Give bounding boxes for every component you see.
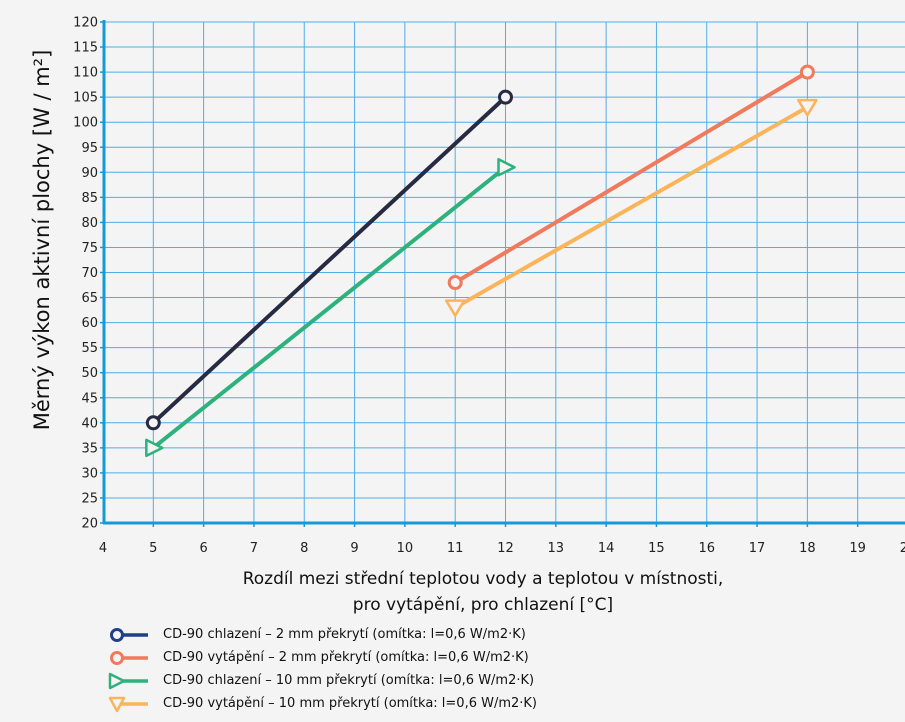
y-tick-label: 70 (81, 266, 98, 281)
x-tick-label: 8 (300, 541, 308, 556)
x-tick-label: 9 (350, 541, 358, 556)
series-line-1 (151, 95, 508, 425)
y-tick-label: 20 (81, 517, 98, 532)
y-tick-label: 105 (73, 91, 98, 106)
y-tick-label: 115 (73, 41, 98, 56)
legend-marker-triangle-icon (108, 696, 148, 712)
y-tick-label: 30 (81, 466, 98, 481)
y-tick-label: 65 (81, 291, 98, 306)
x-tick-label: 19 (849, 541, 866, 556)
x-tick-label: 7 (250, 541, 258, 556)
y-tick-label: 120 (73, 16, 98, 31)
x-tick-label: 15 (648, 541, 665, 556)
legend-label: CD-90 vytápění – 2 mm překrytí (omítka: … (163, 650, 529, 665)
y-tick-label: 25 (81, 491, 98, 506)
y-tick-label: 55 (81, 341, 98, 356)
y-tick-label: 45 (81, 391, 98, 406)
x-tick-label: 5 (149, 541, 157, 556)
legend-label: CD-90 chlazení – 10 mm překrytí (omítka:… (163, 673, 535, 688)
data-point-marker (145, 438, 164, 458)
x-tick-label: 6 (199, 541, 207, 556)
y-tick-label: 90 (81, 166, 98, 181)
legend-item: CD-90 vytápění – 2 mm překrytí (omítka: … (108, 646, 537, 669)
series-line-4 (453, 105, 810, 310)
data-point-marker (444, 299, 466, 317)
y-tick-label: 100 (73, 116, 98, 131)
y-axis-label: Měrný výkon aktivní plochy [W / m²] (30, 49, 54, 431)
y-tick-label: 110 (73, 66, 98, 81)
series-line-3 (151, 165, 508, 450)
x-axis-label-line-2: pro vytápění, pro chlazení [°C] (352, 595, 614, 615)
x-tick-label: 16 (698, 541, 715, 556)
x-tick-label: 12 (497, 541, 514, 556)
series-line-2 (453, 70, 810, 285)
y-tick-label: 35 (81, 441, 98, 456)
legend-label: CD-90 chlazení – 2 mm překrytí (omítka: … (163, 627, 526, 642)
legend-item: CD-90 chlazení – 2 mm překrytí (omítka: … (108, 623, 537, 646)
data-point-marker (497, 158, 516, 177)
x-tick-label: 4 (99, 541, 107, 556)
x-tick-label: 10 (397, 541, 414, 556)
legend-marker-triangle-icon (108, 672, 148, 689)
y-tick-label: 95 (81, 141, 98, 156)
y-tick-label: 60 (81, 316, 98, 331)
y-tick-label: 75 (81, 241, 98, 256)
y-tick-label: 80 (81, 216, 98, 231)
x-tick-label: 20 (900, 541, 905, 556)
legend: CD-90 chlazení – 2 mm překrytí (omítka: … (108, 623, 537, 715)
x-tick-label: 17 (749, 541, 766, 556)
y-tick-label: 40 (81, 416, 98, 431)
data-point-marker (447, 275, 463, 291)
y-tick-label: 85 (81, 191, 98, 206)
data-point-marker (799, 64, 815, 80)
x-tick-label: 14 (598, 541, 615, 556)
data-point-marker (797, 98, 818, 117)
x-tick-label: 13 (548, 541, 565, 556)
legend-marker-circle-icon (110, 627, 148, 642)
x-tick-label: 18 (799, 541, 816, 556)
y-tick-label: 50 (81, 366, 98, 381)
data-point-marker (498, 89, 513, 105)
data-point-marker (145, 415, 161, 431)
legend-label: CD-90 vytápění – 10 mm překrytí (omítka:… (163, 696, 538, 711)
legend-item: CD-90 vytápění – 10 mm překrytí (omítka:… (108, 692, 537, 715)
x-axis-label-line-1: Rozdíl mezi střední teplotou vody a tepl… (242, 569, 724, 589)
x-tick-label: 11 (447, 541, 464, 556)
x-axis-label: Rozdíl mezi střední teplotou vody a tepl… (243, 566, 724, 618)
legend-marker-circle-icon (110, 650, 148, 665)
legend-item: CD-90 chlazení – 10 mm překrytí (omítka:… (108, 669, 537, 692)
